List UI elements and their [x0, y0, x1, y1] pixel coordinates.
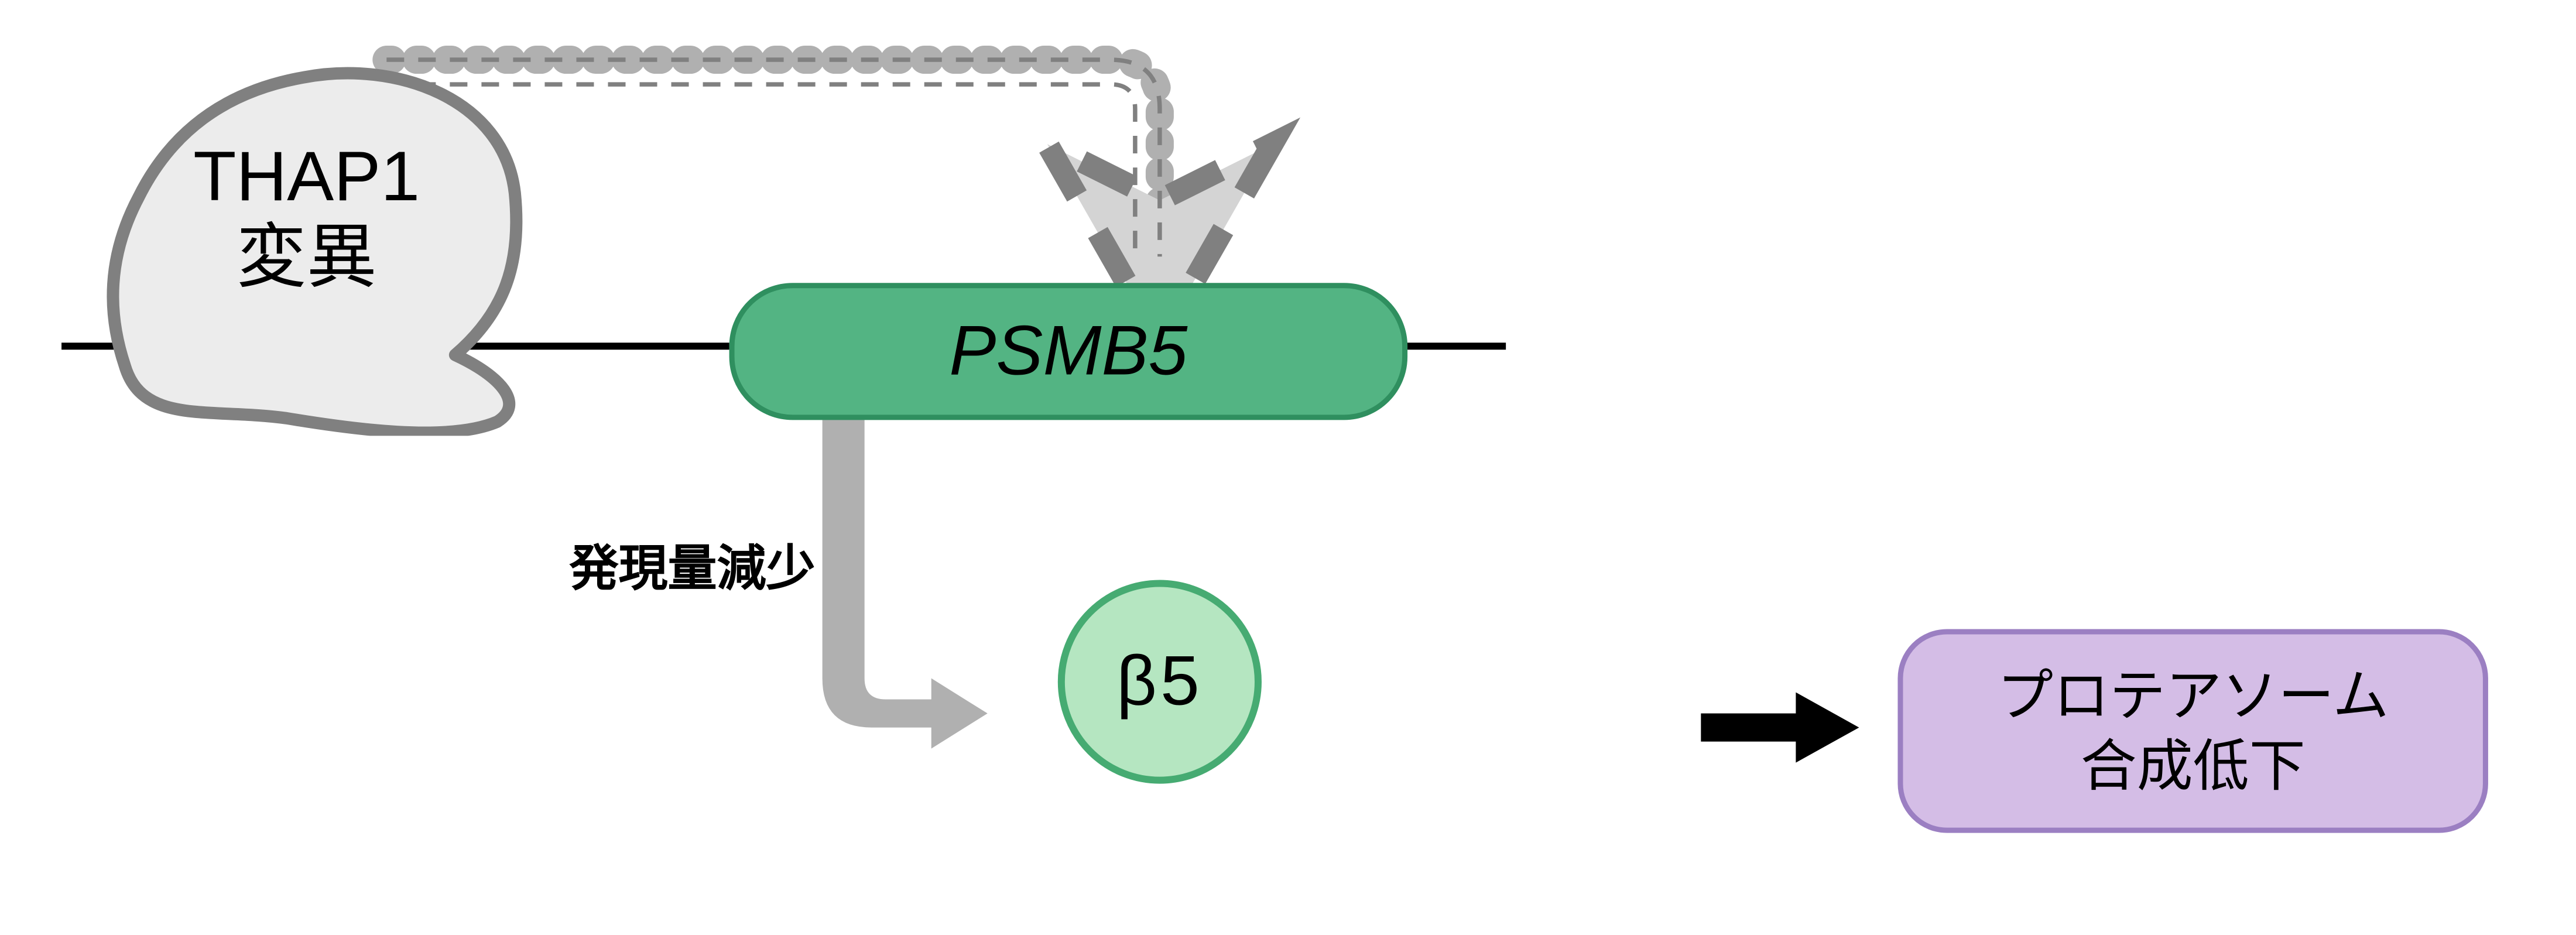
thap1-label-line2: 変異: [237, 220, 377, 297]
dna-line-right: [1397, 343, 1506, 350]
outcome-line2: 合成低下: [2081, 735, 2306, 798]
beta5-label: β5: [1116, 642, 1203, 721]
thap1-label: THAP1 変異: [193, 137, 420, 299]
beta5-circle: β5: [1058, 580, 1262, 783]
gene-psmb5: PSMB5: [729, 283, 1408, 420]
expression-decrease-label: 発現量減少: [569, 530, 815, 601]
gene-label: PSMB5: [949, 312, 1187, 391]
thap1-label-line1: THAP1: [193, 139, 420, 216]
outcome-line1: プロテアソーム: [1997, 665, 2389, 728]
diagram-canvas: THAP1 変異 PSMB5 発現量減少 β5 プロテアソーム 合成低下: [0, 0, 2576, 935]
outcome-proteasome: プロテアソーム 合成低下: [1897, 629, 2488, 833]
result-arrow: [1694, 689, 1869, 775]
